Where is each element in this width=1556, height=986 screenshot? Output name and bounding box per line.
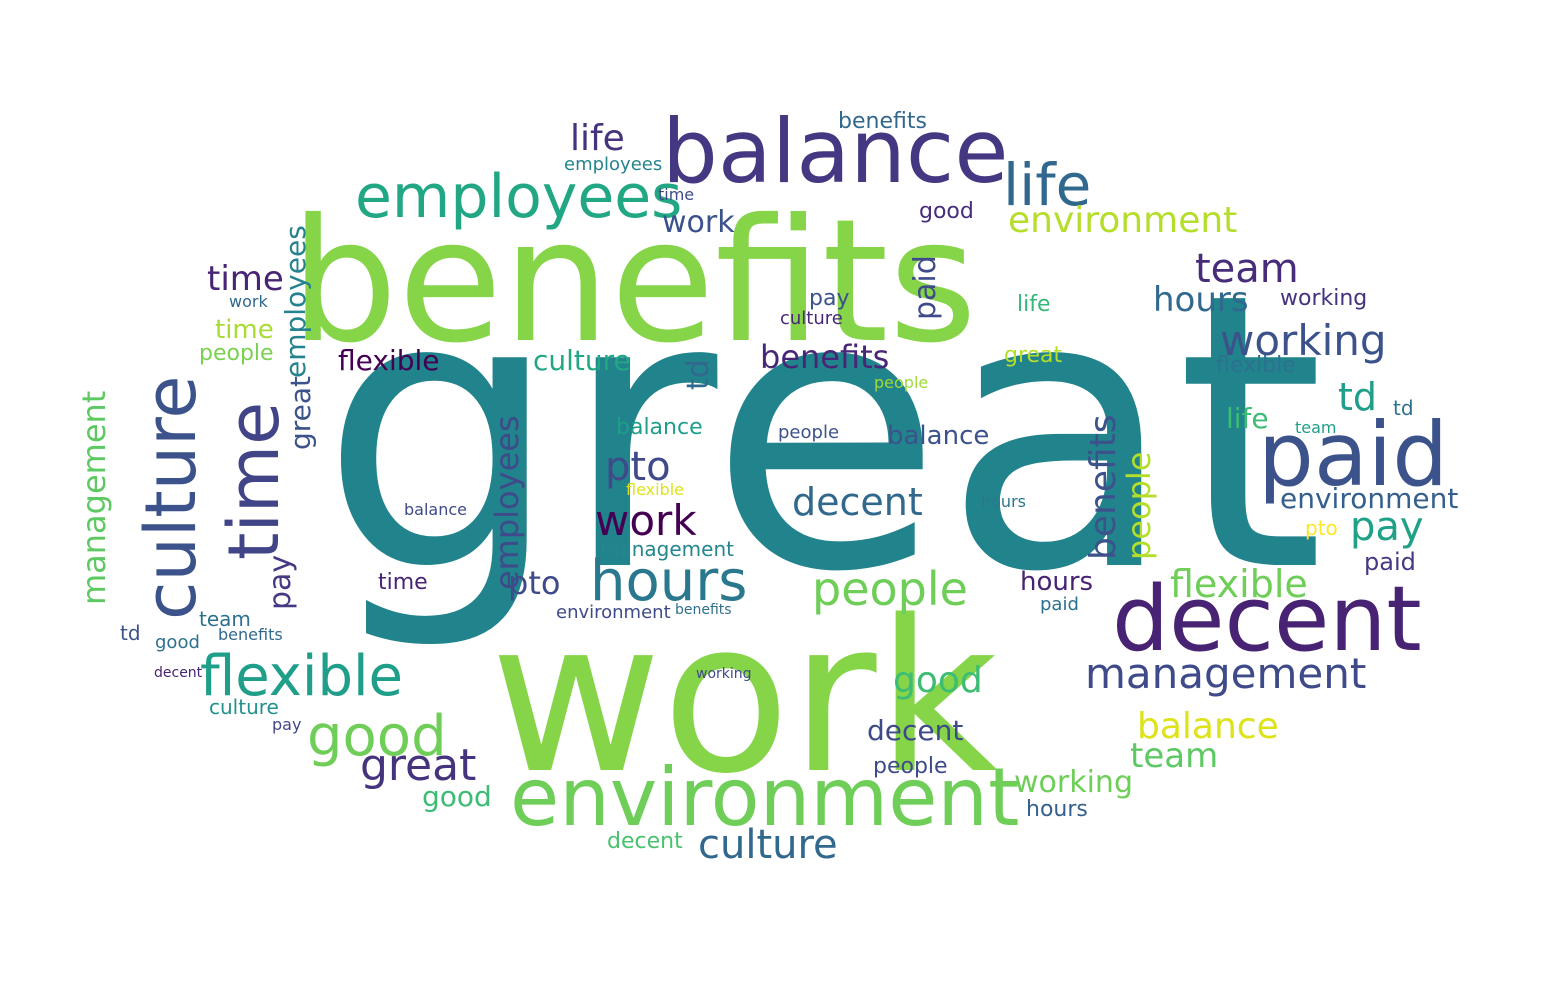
word-great: great xyxy=(284,376,317,450)
word-culture: culture xyxy=(780,308,843,329)
word-time: time xyxy=(213,402,295,560)
word-td: td xyxy=(681,359,716,390)
word-decent: decent xyxy=(792,480,923,524)
word-work: work xyxy=(229,292,268,311)
word-culture: culture xyxy=(209,695,279,719)
word-life: life xyxy=(1003,151,1091,219)
word-people: people xyxy=(873,754,948,779)
word-balance: balance xyxy=(662,100,1008,203)
word-working: working xyxy=(1220,316,1387,365)
word-people: people xyxy=(199,341,274,366)
word-environment: environment xyxy=(1008,200,1237,241)
word-good: good xyxy=(307,704,447,769)
word-culture: culture xyxy=(533,344,631,377)
word-decent: decent xyxy=(1112,567,1422,672)
word-decent: decent xyxy=(867,714,963,747)
word-pto: pto xyxy=(508,564,560,602)
word-decent: decent xyxy=(154,665,203,681)
word-work: work xyxy=(662,205,735,240)
word-balance: balance xyxy=(404,500,467,519)
word-hours: hours xyxy=(590,549,747,614)
word-flexible: flexible xyxy=(626,480,684,499)
word-pto: pto xyxy=(1305,516,1338,540)
word-employees: employees xyxy=(355,162,682,232)
word-time: time xyxy=(378,570,428,595)
word-hours: hours xyxy=(981,492,1026,511)
word-team: team xyxy=(199,607,251,631)
word-time: time xyxy=(215,315,274,345)
word-td: td xyxy=(1393,396,1414,420)
word-benefits: benefits xyxy=(218,625,283,644)
word-team: team xyxy=(1195,246,1299,292)
word-time: time xyxy=(207,259,284,299)
word-environment: environment xyxy=(510,751,1020,844)
word-group: greatbenefitsworkbalancedecentpaidenviro… xyxy=(75,100,1458,868)
word-environment: environment xyxy=(1280,482,1458,515)
word-life: life xyxy=(1017,292,1051,317)
word-culture: culture xyxy=(698,822,838,868)
word-great: great xyxy=(320,212,1325,655)
word-paid: paid xyxy=(908,255,943,320)
word-pay: pay xyxy=(809,286,849,311)
word-people: people xyxy=(812,562,968,616)
word-hours: hours xyxy=(1026,797,1088,822)
word-working: working xyxy=(1280,286,1367,311)
word-life: life xyxy=(570,118,625,159)
word-work: work xyxy=(595,496,697,545)
word-benefits: benefits xyxy=(675,602,732,618)
word-working: working xyxy=(1014,765,1133,800)
word-team: team xyxy=(1130,736,1218,776)
word-flexible: flexible xyxy=(1216,353,1296,378)
word-great: great xyxy=(1004,343,1063,368)
word-benefits: benefits xyxy=(290,183,977,381)
word-hours: hours xyxy=(1153,280,1249,320)
word-paid: paid xyxy=(1040,594,1079,615)
word-pay: pay xyxy=(263,555,298,610)
word-pay: pay xyxy=(1350,504,1424,550)
word-management: management xyxy=(75,391,113,605)
word-time: time xyxy=(658,185,694,204)
word-people: people xyxy=(778,422,839,443)
word-td: td xyxy=(1338,375,1377,419)
word-balance: balance xyxy=(616,415,703,440)
word-paid: paid xyxy=(1258,403,1448,506)
word-good: good xyxy=(422,780,492,813)
word-great: great xyxy=(360,740,476,791)
word-flexible: flexible xyxy=(1170,562,1308,606)
word-employees: employees xyxy=(279,225,312,378)
word-decent: decent xyxy=(607,829,683,854)
word-pay: pay xyxy=(272,715,301,734)
word-flexible: flexible xyxy=(338,344,440,377)
word-employees: employees xyxy=(488,415,526,590)
word-balance: balance xyxy=(887,421,989,451)
word-flexible: flexible xyxy=(200,644,403,709)
word-balance: balance xyxy=(1137,706,1279,747)
word-management: management xyxy=(1085,649,1366,698)
word-td: td xyxy=(120,621,141,645)
word-paid: paid xyxy=(1364,548,1416,576)
word-team: team xyxy=(1295,418,1337,437)
word-benefits: benefits xyxy=(838,109,927,134)
word-people: people xyxy=(1120,452,1158,560)
word-hours: hours xyxy=(1020,567,1093,597)
word-culture: culture xyxy=(130,376,212,620)
word-good: good xyxy=(155,632,200,653)
word-work: work xyxy=(490,575,998,820)
word-benefits: benefits xyxy=(1083,414,1124,560)
word-good: good xyxy=(893,660,983,701)
word-people: people xyxy=(874,373,928,392)
word-environment: environment xyxy=(556,602,671,623)
word-working: working xyxy=(696,666,752,682)
word-benefits: benefits xyxy=(760,338,889,376)
word-life: life xyxy=(1226,402,1269,435)
word-good: good xyxy=(919,199,974,224)
word-pto: pto xyxy=(605,444,671,490)
word-employees: employees xyxy=(564,154,662,175)
word-management: management xyxy=(600,537,734,561)
